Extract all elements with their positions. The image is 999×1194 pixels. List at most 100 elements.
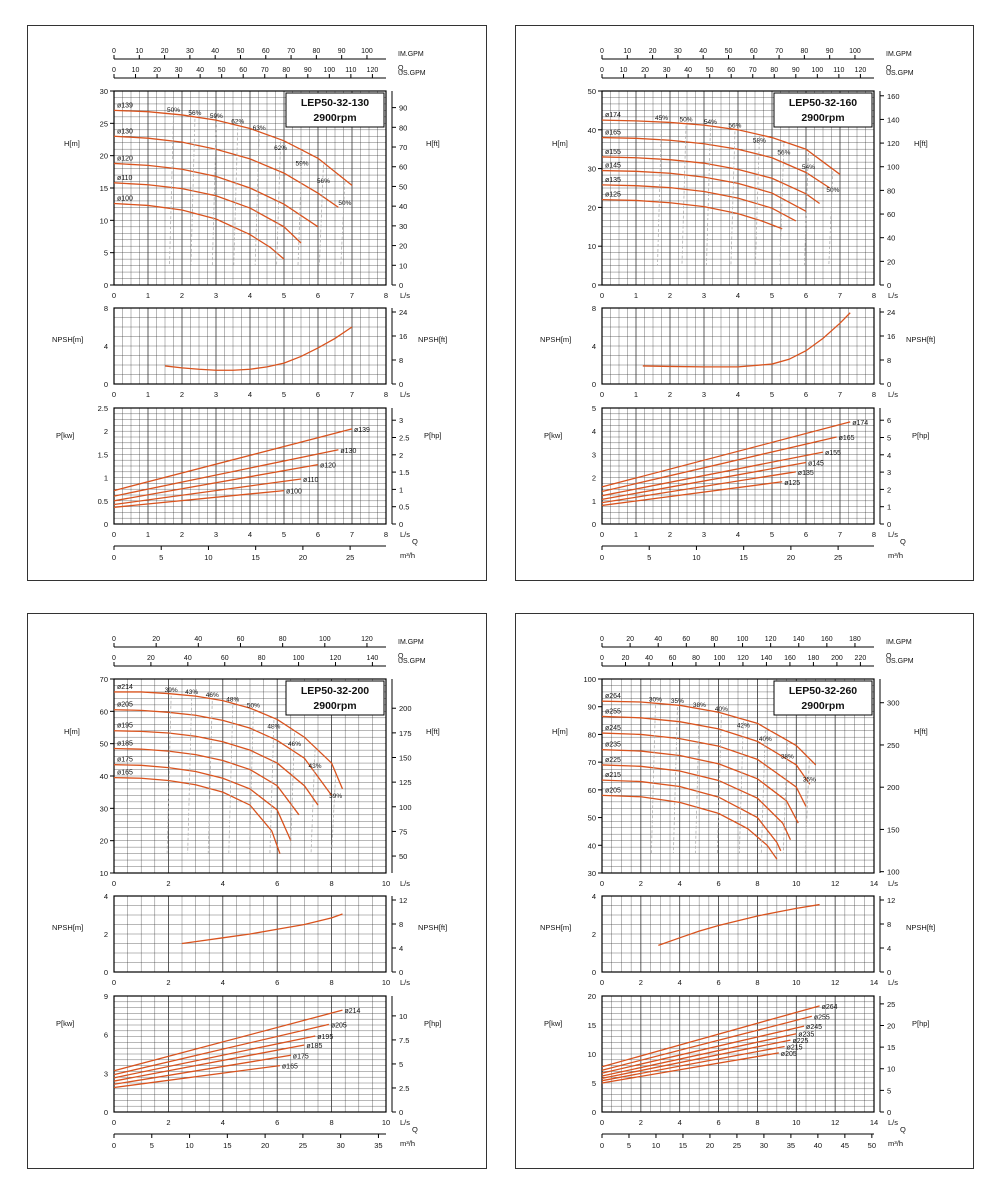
efficiency-iso-line xyxy=(760,729,766,854)
top-axis-tick-label-imp: 80 xyxy=(279,636,287,643)
top-axis-tick-label-imp: 100 xyxy=(849,48,861,55)
head-curve-d165 xyxy=(113,776,281,854)
head-curve-d174 xyxy=(601,119,841,175)
efficiency-iso-line xyxy=(681,125,687,266)
efficiency-iso-line xyxy=(254,133,260,266)
head-curve-label: ø235 xyxy=(605,742,621,749)
top-axis-title-us: US.GPM xyxy=(398,658,426,665)
head-ytick-label: 0 xyxy=(104,281,108,290)
npsh-xtick-label: 12 xyxy=(831,978,839,987)
top-axis-tick-label-imp: 70 xyxy=(287,48,295,55)
power-curve-label: ø255 xyxy=(814,1014,830,1021)
head-ytick-label: 10 xyxy=(588,242,596,251)
npsh-xtick-label: 0 xyxy=(600,978,604,987)
title-box xyxy=(285,680,385,716)
bottom-axis-tick-label: 20 xyxy=(261,1141,269,1150)
power-ytick-label: 4 xyxy=(592,427,596,436)
power-xtick-label: 3 xyxy=(702,530,706,539)
power-ylabel: P[kw] xyxy=(56,431,74,440)
head-ft-tick-label: 100 xyxy=(887,163,900,172)
top-axis-tick-label-imp: 60 xyxy=(682,636,690,643)
power-curve-d205 xyxy=(601,1052,779,1084)
head-ytick-label: 40 xyxy=(588,126,596,135)
npsh-curve xyxy=(181,913,343,945)
power-curve-label: ø245 xyxy=(806,1024,822,1031)
power-xtick-label: 8 xyxy=(755,1118,759,1127)
npsh-xtick-label: 0 xyxy=(112,390,116,399)
power-hp-tick-label: 5 xyxy=(399,1060,403,1069)
top-axis-title-us: US.GPM xyxy=(886,658,914,665)
head-curve-d139 xyxy=(113,109,353,186)
head-xtick-label: 5 xyxy=(282,291,286,300)
head-curve-label: ø130 xyxy=(117,128,133,135)
chart-title-speed: 2900rpm xyxy=(313,112,356,124)
top-axis-tick-label-imp: 70 xyxy=(775,48,783,55)
power-curve-label: ø205 xyxy=(331,1022,347,1029)
chart-title-speed: 2900rpm xyxy=(313,700,356,712)
bottom-axis-unit-label: m³/h xyxy=(888,1139,903,1148)
head-curve-label: ø185 xyxy=(117,741,133,748)
npsh-xtick-label: 8 xyxy=(330,978,334,987)
efficiency-label: 54% xyxy=(802,164,815,171)
power-curve-label: ø155 xyxy=(825,450,841,457)
top-axis-tick-label-us: 10 xyxy=(620,67,628,74)
head-ft-tick-label: 125 xyxy=(399,778,412,787)
bottom-axis-tick-label: 20 xyxy=(706,1141,714,1150)
bottom-axis-q-label: Q xyxy=(900,537,906,546)
power-ytick-label: 15 xyxy=(588,1021,596,1030)
npsh-xtick-label: 10 xyxy=(792,978,800,987)
npsh-xtick-label: 3 xyxy=(214,390,218,399)
top-axis-tick-label-imp: 80 xyxy=(312,48,320,55)
power-curve-label: ø165 xyxy=(282,1064,298,1071)
top-axis-title-imp: IM.GPM xyxy=(398,51,424,58)
power-curve-label: ø225 xyxy=(792,1038,808,1045)
efficiency-iso-line xyxy=(228,705,234,854)
power-ytick-label: 10 xyxy=(588,1050,596,1059)
head-ft-tick-label: 20 xyxy=(399,242,407,251)
power-ylabel-right: P[hp] xyxy=(424,431,442,440)
efficiency-iso-line xyxy=(269,720,275,854)
npsh-ft-tick-label: 8 xyxy=(887,356,891,365)
head-xtick-label: 6 xyxy=(716,879,720,888)
head-xtick-label: 3 xyxy=(702,291,706,300)
top-axis-tick-label-us: 0 xyxy=(600,655,604,662)
head-xtick-label: 1 xyxy=(634,291,638,300)
head-curve-label: ø100 xyxy=(117,196,133,203)
power-curve-label: ø165 xyxy=(839,435,855,442)
efficiency-label: 35% xyxy=(803,777,816,784)
power-curve-label: ø125 xyxy=(784,480,800,487)
plot-frame-head xyxy=(601,90,875,286)
head-ytick-label: 0 xyxy=(592,281,596,290)
title-box xyxy=(773,92,873,128)
power-xlabel: L/s xyxy=(888,530,898,539)
chart-title-speed: 2900rpm xyxy=(801,112,844,124)
bottom-axis-q-label: Q xyxy=(900,1125,906,1134)
power-ytick-label: 2 xyxy=(592,474,596,483)
power-xlabel: L/s xyxy=(400,1118,410,1127)
top-axis-tick-label-imp: 40 xyxy=(211,48,219,55)
top-axis-tick-label-us: 100 xyxy=(323,67,335,74)
head-curve-label: ø195 xyxy=(117,723,133,730)
head-xtick-label: 8 xyxy=(330,879,334,888)
head-ytick-label: 70 xyxy=(588,758,596,767)
top-axis-tick-label-us: 40 xyxy=(645,655,653,662)
efficiency-iso-line xyxy=(694,710,700,854)
top-axis-tick-label-imp: 100 xyxy=(361,48,373,55)
top-axis-q-label: Q xyxy=(886,65,892,72)
head-curve-d145 xyxy=(601,169,807,212)
efficiency-label: 39% xyxy=(165,687,178,694)
bottom-axis-tick-label: 0 xyxy=(112,1141,116,1150)
efficiency-label: 63% xyxy=(253,125,266,132)
power-xtick-label: 0 xyxy=(112,530,116,539)
head-xtick-label: 0 xyxy=(600,291,604,300)
npsh-xtick-label: 14 xyxy=(870,978,878,987)
npsh-xtick-label: 6 xyxy=(804,390,808,399)
head-xtick-label: 2 xyxy=(668,291,672,300)
efficiency-label: 59% xyxy=(296,161,309,168)
power-ytick-label: 0.5 xyxy=(98,497,108,506)
npsh-ft-tick-label: 12 xyxy=(887,896,895,905)
power-hp-tick-label: 1.5 xyxy=(399,468,409,477)
power-curve-d135 xyxy=(601,471,796,504)
head-ft-tick-label: 250 xyxy=(887,741,900,750)
